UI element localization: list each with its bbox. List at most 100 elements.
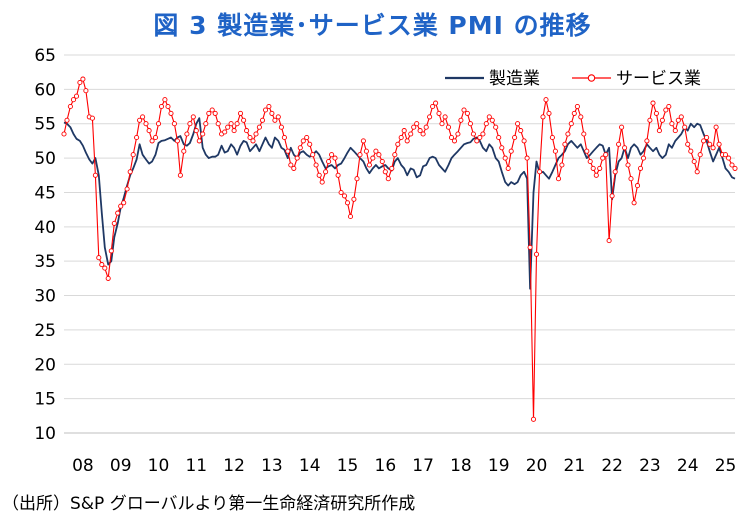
data-point bbox=[291, 165, 297, 171]
data-point bbox=[574, 103, 580, 110]
data-point bbox=[593, 172, 599, 178]
data-point bbox=[647, 117, 653, 123]
x-tick-label: 08 bbox=[72, 456, 94, 476]
data-point bbox=[80, 76, 86, 82]
series-line bbox=[63, 78, 736, 420]
data-point bbox=[555, 176, 562, 182]
data-point bbox=[628, 176, 634, 182]
data-point bbox=[458, 117, 464, 123]
data-point bbox=[272, 117, 278, 123]
y-tick-label: 15 bbox=[34, 390, 56, 410]
x-tick-label: 18 bbox=[450, 456, 472, 476]
data-point bbox=[181, 148, 187, 154]
data-point bbox=[389, 165, 395, 171]
data-point bbox=[351, 196, 357, 202]
data-point bbox=[373, 148, 379, 154]
data-point bbox=[436, 110, 442, 116]
legend: 製造業 サービス業 bbox=[445, 69, 701, 89]
data-point bbox=[297, 145, 303, 151]
x-tick-label: 20 bbox=[526, 456, 548, 476]
y-tick-label: 30 bbox=[34, 287, 56, 307]
data-point bbox=[247, 134, 253, 141]
x-tick-label: 13 bbox=[261, 456, 283, 476]
data-point bbox=[625, 162, 631, 168]
data-point bbox=[688, 148, 694, 154]
legend-label-manufacturing: 製造業 bbox=[489, 69, 540, 89]
data-point bbox=[105, 275, 111, 281]
data-point bbox=[241, 117, 247, 123]
data-point bbox=[584, 148, 590, 154]
data-point bbox=[640, 155, 647, 161]
x-tick-label: 19 bbox=[488, 456, 510, 476]
data-point bbox=[108, 248, 114, 254]
data-point bbox=[448, 134, 455, 141]
data-point bbox=[200, 131, 206, 137]
x-tick-label: 12 bbox=[223, 456, 245, 476]
series-1 bbox=[61, 76, 738, 422]
data-point bbox=[565, 131, 571, 137]
data-point bbox=[146, 128, 152, 134]
data-point bbox=[524, 155, 530, 161]
x-tick-label: 25 bbox=[715, 456, 737, 476]
data-point bbox=[177, 172, 183, 178]
legend-label-services: サービス業 bbox=[616, 69, 701, 89]
x-tick-label: 24 bbox=[677, 456, 699, 476]
x-axis-ticks: 08 09 10 11 12 13 14 15 16 17 18 19 20 21 22 23 24 25 bbox=[72, 456, 736, 476]
data-point bbox=[259, 117, 266, 123]
chart-plot-area: 10 15 20 25 30 35 40 45 50 55 60 65 08 09 10 11 12 13 14 1… bbox=[34, 46, 738, 476]
data-point bbox=[493, 124, 499, 130]
data-point bbox=[726, 155, 732, 161]
data-point bbox=[691, 158, 697, 165]
data-point bbox=[578, 114, 584, 120]
data-point bbox=[143, 121, 149, 127]
data-point bbox=[678, 114, 684, 120]
data-point bbox=[329, 152, 335, 158]
data-point bbox=[99, 262, 105, 268]
data-point bbox=[612, 169, 618, 175]
data-point bbox=[64, 117, 70, 123]
data-point bbox=[414, 121, 420, 127]
data-point bbox=[439, 121, 445, 127]
data-point bbox=[89, 115, 95, 121]
data-point bbox=[430, 103, 436, 110]
data-point bbox=[562, 141, 568, 147]
source-note: （出所）S&P グローバルより第一生命経済研究所作成 bbox=[2, 494, 416, 514]
data-point bbox=[347, 213, 354, 220]
data-point bbox=[552, 148, 558, 154]
legend-marker-services bbox=[587, 74, 596, 82]
data-point bbox=[404, 138, 410, 144]
data-point bbox=[722, 152, 729, 158]
data-point bbox=[707, 141, 713, 147]
y-tick-label: 10 bbox=[34, 424, 56, 444]
x-tick-label: 11 bbox=[185, 456, 207, 476]
y-axis-ticks: 10 15 20 25 30 35 40 45 50 55 60 65 bbox=[34, 46, 56, 444]
data-point bbox=[455, 131, 461, 137]
data-point bbox=[203, 121, 209, 127]
data-point bbox=[341, 193, 348, 199]
data-point bbox=[716, 141, 722, 147]
data-point bbox=[234, 121, 240, 127]
data-point bbox=[77, 79, 83, 86]
data-point bbox=[474, 138, 480, 144]
data-point bbox=[663, 107, 669, 113]
data-point bbox=[505, 165, 511, 171]
data-point bbox=[130, 152, 136, 158]
data-point bbox=[461, 107, 467, 113]
data-point bbox=[477, 134, 483, 141]
data-point bbox=[499, 145, 505, 151]
data-point bbox=[587, 158, 593, 165]
data-point bbox=[568, 121, 574, 127]
data-point bbox=[549, 134, 555, 141]
data-point bbox=[669, 121, 675, 127]
data-point bbox=[527, 244, 533, 250]
data-point bbox=[237, 110, 244, 116]
data-point bbox=[162, 97, 168, 103]
data-point bbox=[121, 200, 127, 206]
data-point bbox=[622, 145, 628, 151]
data-point bbox=[222, 129, 228, 135]
data-point bbox=[326, 158, 332, 165]
data-point bbox=[732, 165, 738, 171]
y-tick-label: 50 bbox=[34, 149, 56, 169]
data-point bbox=[650, 100, 656, 106]
data-point bbox=[231, 128, 237, 134]
